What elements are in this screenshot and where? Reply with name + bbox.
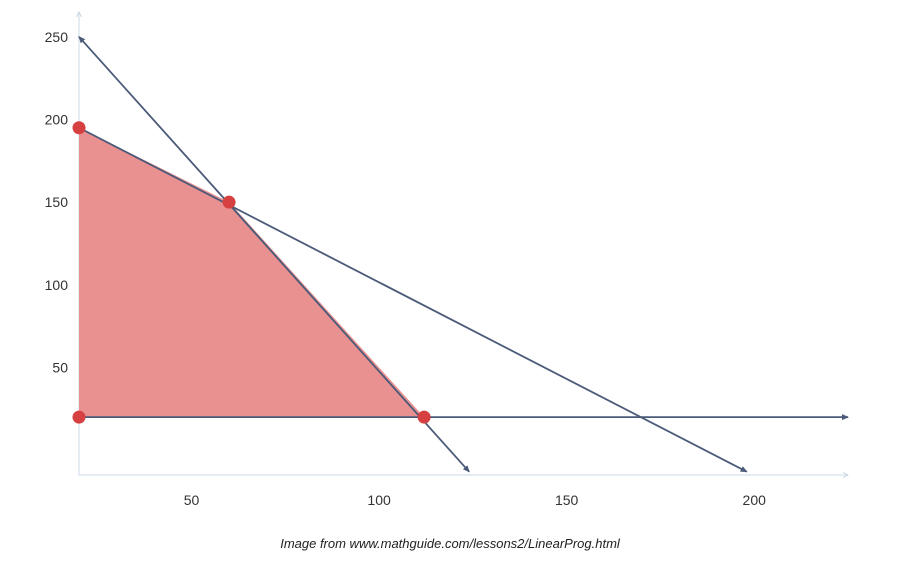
- vertex-point-1: [72, 410, 86, 424]
- y-tick-label: 200: [45, 111, 69, 127]
- x-tick-label: 200: [743, 492, 767, 508]
- constraint-lines-layer: [78, 36, 849, 473]
- vertex-point-4: [417, 410, 431, 424]
- x-tick-label: 100: [367, 492, 391, 508]
- y-tick-label: 50: [52, 360, 68, 376]
- vertex-points-layer: [72, 121, 431, 424]
- x-tick-label: 150: [555, 492, 579, 508]
- tick-labels-layer: 50 100 150 200 50 100 150 200 250: [45, 29, 766, 508]
- image-source-caption: Image from www.mathguide.com/lessons2/Li…: [280, 536, 620, 551]
- y-tick-label: 250: [45, 29, 69, 45]
- x-tick-label: 50: [184, 492, 200, 508]
- feasible-region-layer: [79, 127, 425, 418]
- vertex-point-2: [72, 121, 86, 135]
- constraint-line-2: [78, 126, 748, 473]
- vertex-point-3: [222, 195, 236, 209]
- y-tick-label: 100: [45, 277, 69, 293]
- feasible-region: [79, 127, 425, 418]
- y-tick-label: 150: [45, 194, 69, 210]
